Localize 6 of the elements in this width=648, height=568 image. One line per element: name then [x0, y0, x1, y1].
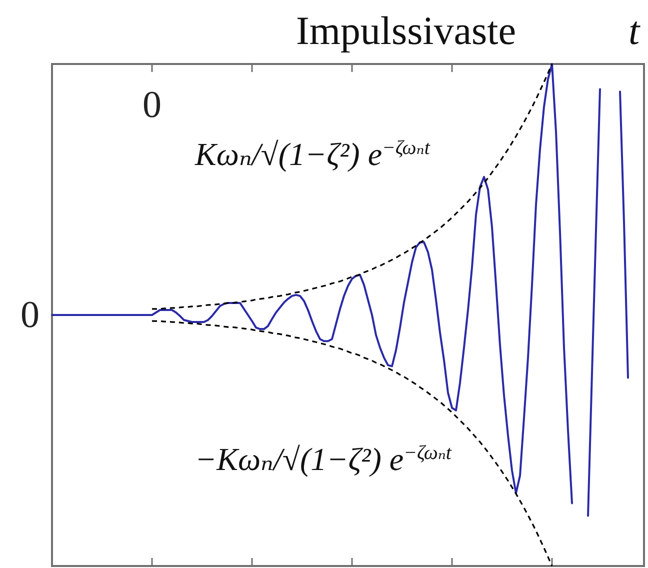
annotation: 0 — [142, 84, 162, 126]
x-axis-title: t — [628, 8, 640, 53]
chart-title: Impulssivaste — [296, 8, 516, 53]
series-label: Kωₙ/√(1−ζ²) e$^{−ζωₙt}$ — [194, 136, 430, 172]
text: 0 — [20, 294, 40, 336]
series-label: −Kωₙ/√(1−ζ²) e$^{−ζωₙt}$ — [195, 441, 452, 477]
